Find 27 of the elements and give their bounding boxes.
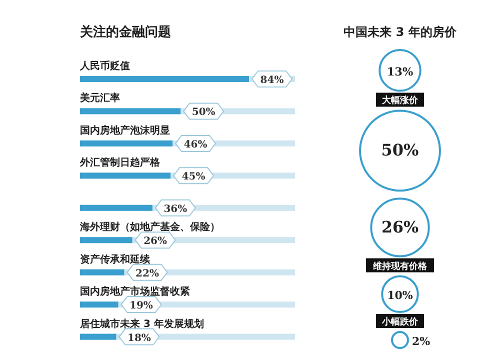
data-label: 13% <box>386 64 414 78</box>
y-tick-label: 海外理财（如地产基金、保险） <box>79 221 220 234</box>
category-label: 小幅跌价 <box>381 316 419 328</box>
y-tick-label: 外汇管制日趋严格 <box>79 156 161 169</box>
data-label: 45% <box>182 172 206 183</box>
y-tick-label: 美元汇率 <box>79 92 120 104</box>
y-tick-label: 国内房地产泡沫明显 <box>80 124 170 136</box>
data-label: 19% <box>130 300 154 312</box>
category-label: 维持现有价格 <box>372 260 428 272</box>
data-label: 2% <box>412 335 431 348</box>
category-label: 大幅涨价 <box>382 95 419 106</box>
text: 中国未来 3 年的房价 <box>344 25 458 39</box>
y-tick-label: 资产传承和延续 <box>80 253 151 266</box>
y-tick-label: 人民币贬值 <box>79 60 130 72</box>
data-label: 50% <box>381 140 419 160</box>
data-label: 22% <box>136 268 160 280</box>
data-label: 10% <box>387 289 414 302</box>
data-label: 46% <box>184 139 208 150</box>
data-label: 18% <box>128 332 152 344</box>
data-label: 26% <box>381 217 419 236</box>
data-label: 36% <box>164 204 188 215</box>
data-label: 84% <box>260 75 284 86</box>
data-label: 50% <box>192 107 216 118</box>
data-label: 26% <box>144 236 168 248</box>
chart-title: 关注的金融问题 <box>79 24 171 40</box>
y-tick-label: 国内房地产市场监督收紧 <box>80 286 190 298</box>
y-tick-label: 居住城市未来 3 年发展规划 <box>79 318 204 330</box>
